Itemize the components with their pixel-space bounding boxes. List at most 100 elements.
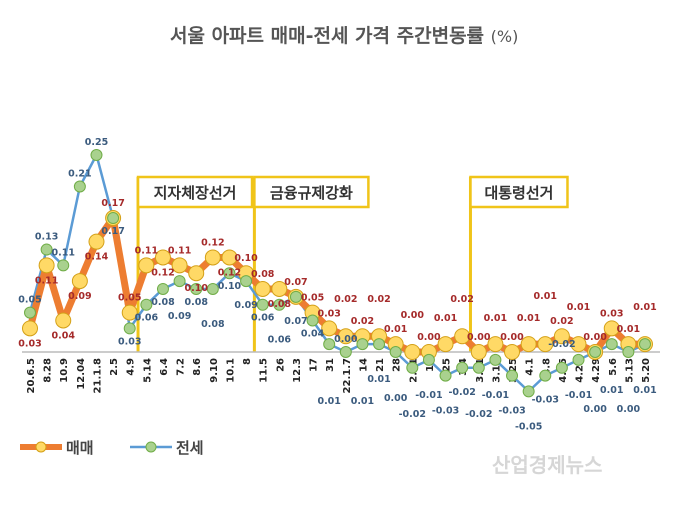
sale-data-label: 0.02 bbox=[351, 316, 374, 327]
sale-data-label: 0.08 bbox=[268, 299, 292, 310]
sale-point bbox=[487, 336, 504, 353]
jeonse-point bbox=[289, 290, 302, 303]
sale-data-label: 0.08 bbox=[251, 269, 275, 280]
jeonse-data-label: -0.03 bbox=[532, 395, 559, 406]
sale-data-label: 0.03 bbox=[600, 308, 623, 319]
jeonse-data-label: 0.06 bbox=[135, 313, 159, 324]
x-tick-label: 2.5 bbox=[109, 358, 120, 376]
jeonse-point bbox=[190, 282, 203, 295]
jeonse-point bbox=[90, 149, 103, 161]
jeonse-data-label: 0.11 bbox=[52, 247, 75, 258]
jeonse-data-label: 0.01 bbox=[600, 385, 623, 396]
jeonse-point bbox=[389, 346, 402, 358]
sale-data-label: 0.17 bbox=[101, 198, 124, 209]
x-tick-label: 17 bbox=[309, 358, 320, 372]
sale-data-label: 0.05 bbox=[118, 293, 141, 304]
jeonse-point bbox=[156, 282, 169, 295]
sale-data-label: 0.02 bbox=[450, 294, 473, 305]
jeonse-data-label: 0.09 bbox=[168, 311, 191, 322]
jeonse-point bbox=[572, 353, 585, 366]
x-tick-label: 4.22 bbox=[575, 358, 586, 383]
sale-point bbox=[188, 265, 205, 282]
jeonse-data-label: 0.00 bbox=[617, 404, 641, 415]
x-tick-label: 31 bbox=[325, 358, 336, 372]
jeonse-data-label: 0.01 bbox=[633, 385, 656, 396]
jeonse-data-label: 0.00 bbox=[384, 393, 408, 404]
sale-data-label: 0.07 bbox=[284, 277, 307, 288]
sale-point bbox=[437, 336, 454, 353]
sale-data-label: 0.04 bbox=[52, 330, 76, 341]
jeonse-point bbox=[506, 369, 519, 382]
legend-item-jeonse: 전세 bbox=[130, 439, 204, 457]
jeonse-data-label: 0.09 bbox=[234, 300, 257, 311]
sale-point bbox=[71, 273, 88, 290]
sale-point bbox=[404, 344, 421, 360]
jeonse-data-label: 0.00 bbox=[334, 334, 358, 345]
sale-data-label: 0.12 bbox=[201, 237, 224, 248]
jeonse-data-label: -0.02 bbox=[448, 387, 475, 398]
jeonse-data-label: -0.01 bbox=[482, 390, 509, 401]
jeonse-point bbox=[422, 353, 435, 366]
jeonse-data-label: -0.02 bbox=[465, 409, 492, 420]
jeonse-point bbox=[306, 314, 319, 327]
sale-data-label: 0.14 bbox=[85, 252, 109, 263]
jeonse-point bbox=[406, 361, 419, 374]
x-tick-label: 4.1 bbox=[525, 358, 536, 376]
sale-data-label: 0.11 bbox=[135, 245, 158, 256]
sale-data-label: 0.03 bbox=[18, 338, 41, 349]
x-tick-label: 12.3 bbox=[292, 358, 303, 383]
x-tick-label: 5.13 bbox=[624, 358, 635, 383]
jeonse-point bbox=[339, 346, 352, 358]
sale-point bbox=[271, 280, 288, 297]
sale-point bbox=[321, 320, 338, 337]
sale-data-label: 0.02 bbox=[550, 316, 573, 327]
jeonse-point bbox=[123, 322, 136, 335]
sale-data-label: 0.00 bbox=[500, 332, 524, 343]
sale-point bbox=[254, 280, 271, 297]
x-tick-label: 21.1.8 bbox=[92, 358, 103, 393]
jeonse-data-label: 0.25 bbox=[85, 137, 108, 148]
x-tick-label: 8 bbox=[242, 358, 253, 365]
annotation-box bbox=[469, 175, 569, 209]
jeonse-data-label: 0.01 bbox=[367, 374, 390, 385]
jeonse-point bbox=[605, 338, 618, 351]
jeonse-point bbox=[256, 298, 269, 311]
sale-data-label: 0.00 bbox=[401, 310, 425, 321]
jeonse-point bbox=[140, 298, 153, 311]
sale-data-label: 0.01 bbox=[534, 291, 557, 302]
sale-point bbox=[454, 328, 471, 345]
sale-data-label: 0.01 bbox=[567, 302, 590, 313]
sale-data-label: 0.01 bbox=[517, 313, 540, 324]
jeonse-point bbox=[373, 338, 386, 351]
x-tick-label: 25 bbox=[442, 358, 453, 372]
x-tick-label: 5.20 bbox=[641, 358, 652, 383]
jeonse-data-label: 0.07 bbox=[284, 316, 307, 327]
jeonse-data-label: -0.02 bbox=[548, 339, 575, 350]
x-tick-label: 20.6.5 bbox=[26, 358, 37, 393]
x-tick-label: 10.1 bbox=[225, 358, 236, 383]
sale-data-label: 0.00 bbox=[583, 332, 607, 343]
jeonse-point bbox=[73, 180, 86, 193]
jeonse-data-label: -0.05 bbox=[515, 421, 542, 432]
jeonse-data-label: 0.03 bbox=[118, 336, 141, 347]
jeonse-data-label: 0.08 bbox=[151, 297, 175, 308]
sale-data-label: 0.11 bbox=[35, 275, 58, 286]
sale-point bbox=[204, 249, 221, 266]
x-tick-label: 26 bbox=[275, 358, 286, 372]
annotation-label: 대통령선거 bbox=[484, 184, 553, 202]
jeonse-point bbox=[223, 267, 236, 280]
annotation-0: 지자체장선거 bbox=[136, 175, 254, 352]
sale-data-label: 0.01 bbox=[617, 324, 640, 335]
annotation-1: 금융규제강화 bbox=[252, 175, 370, 352]
jeonse-data-label: -0.01 bbox=[415, 390, 442, 401]
jeonse-data-label: 0.05 bbox=[18, 295, 41, 306]
x-tick-label: 10.9 bbox=[59, 358, 70, 383]
jeonse-data-label: 0.10 bbox=[218, 281, 242, 292]
series-line-sale bbox=[26, 214, 645, 356]
jeonse-point bbox=[639, 338, 651, 351]
x-tick-label: 14 bbox=[358, 358, 369, 372]
x-tick-label: 12.04 bbox=[76, 358, 87, 390]
sale-point bbox=[504, 344, 521, 360]
annotation-label: 금융규제강화 bbox=[270, 184, 353, 202]
